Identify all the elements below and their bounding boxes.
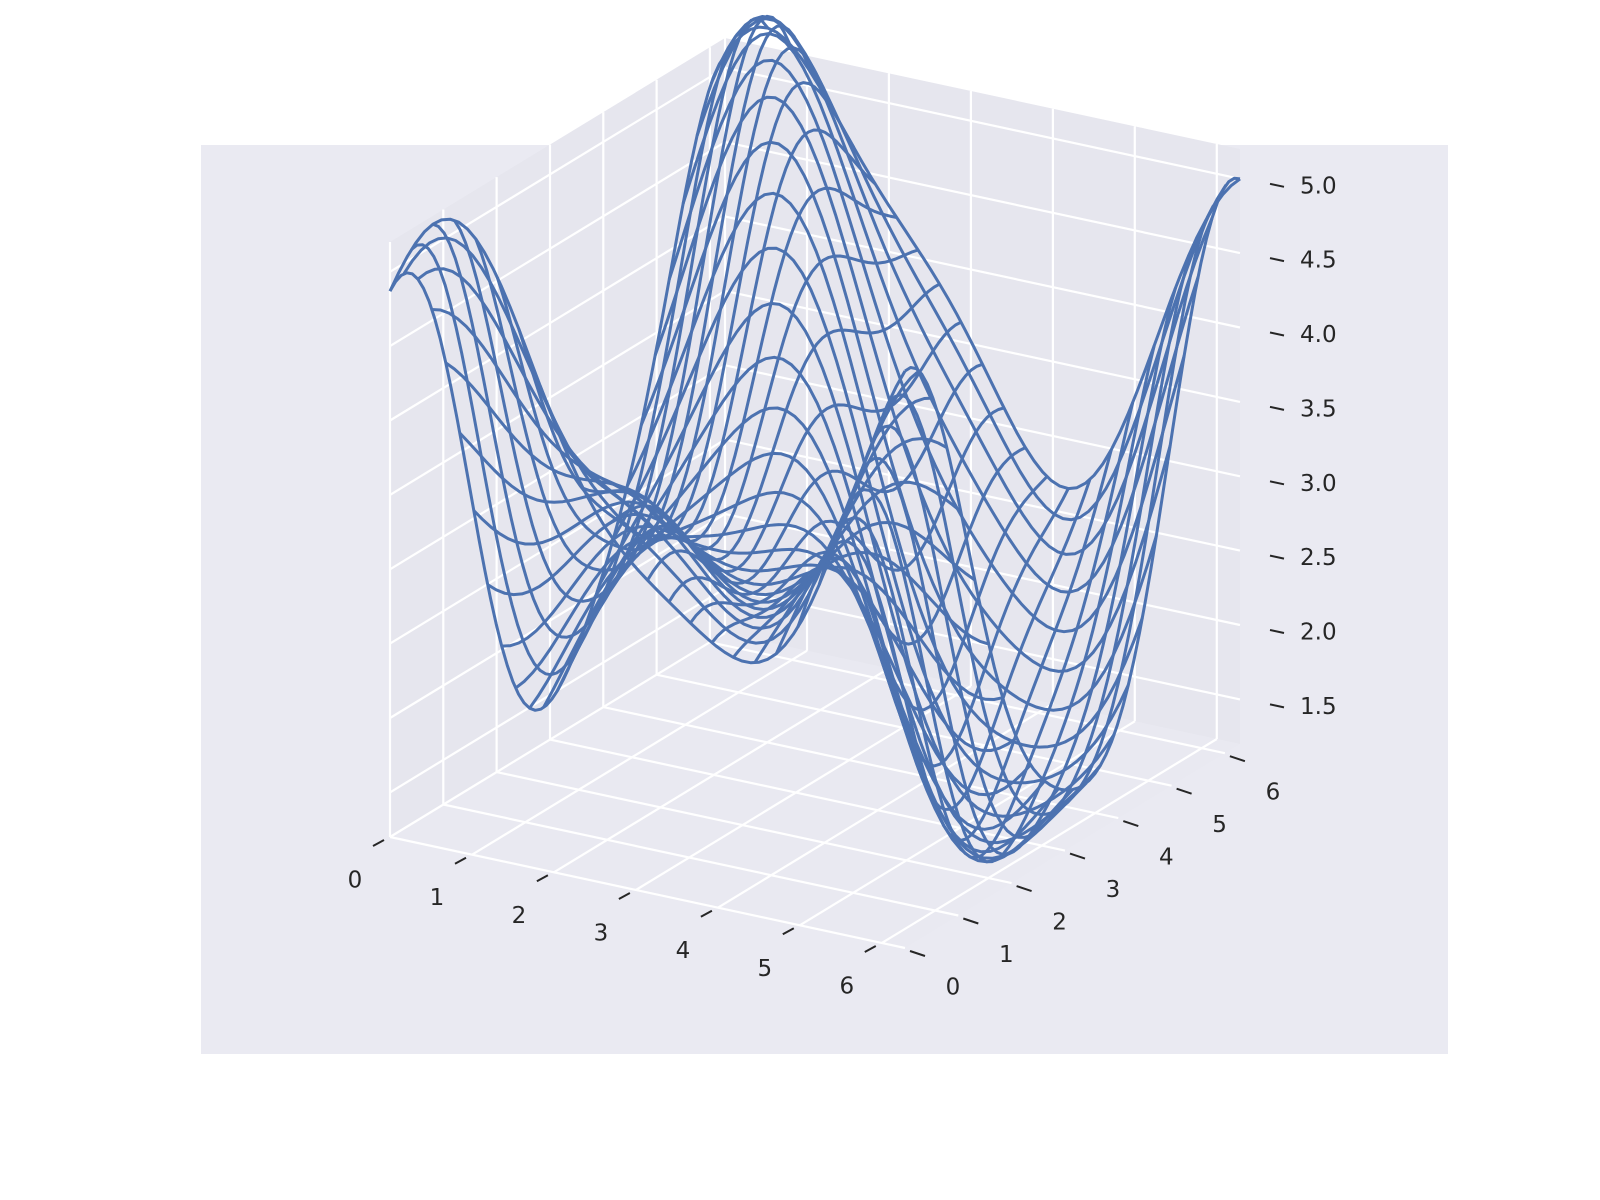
wire-line-y [486, 512, 1004, 701]
y-tick-label: 0 [946, 975, 961, 1001]
x-tick-label: 3 [594, 921, 609, 947]
z-tick [1269, 554, 1285, 560]
wire-line-y [501, 524, 1018, 752]
wire-line-y [556, 451, 1074, 864]
y-tick [1016, 885, 1032, 893]
wire-line-y [723, 25, 1241, 491]
wire-line-y [458, 431, 976, 604]
y-tick-label: 5 [1212, 812, 1227, 838]
z-tick-label: 3.0 [1300, 471, 1337, 497]
gridline-x [389, 632, 726, 838]
gridline-z [389, 438, 726, 645]
x-tick [618, 892, 631, 900]
gridline-x [553, 667, 890, 874]
wire-line-y [444, 361, 962, 611]
y-tick [1229, 755, 1246, 763]
wire-line-y [472, 500, 990, 646]
gridline-y [496, 771, 1012, 885]
gridline-x [471, 649, 808, 856]
z-tick-label: 4.5 [1300, 248, 1337, 274]
wire-line-y [528, 523, 1046, 831]
wire-line-y [625, 191, 1144, 749]
z-tick [1269, 480, 1285, 486]
x-tick-label: 6 [839, 974, 854, 1000]
z-tick [1269, 703, 1285, 709]
z-tick-label: 5.0 [1300, 173, 1337, 199]
wire-line-y [417, 267, 933, 630]
x-tick [782, 927, 795, 936]
wire-line-y [388, 217, 907, 665]
x-tick [372, 839, 385, 847]
gridline-y [549, 738, 1066, 852]
z-tick-label: 3.5 [1300, 396, 1337, 422]
gridline-y [389, 835, 906, 950]
x-tick-label: 2 [512, 903, 527, 929]
x-tick [864, 945, 877, 953]
x-tick-label: 0 [348, 868, 363, 894]
y-tick [1122, 820, 1139, 828]
z-tick [1269, 182, 1285, 188]
x-tick-label: 5 [757, 956, 772, 982]
axis-tick-labels: 0 1 2 3 4 5 6 0 1 2 3 4 5 6 1.5 2.0 2.5 3.0 3.5 4.0 4.5 5.0 [348, 173, 1337, 1000]
gridline-z [389, 289, 726, 496]
y-tick [909, 950, 926, 957]
axis-ticks [372, 182, 1285, 957]
gridline-z-back [724, 587, 1241, 701]
y-tick-label: 3 [1106, 877, 1121, 903]
gridline-z-back [724, 141, 1241, 255]
gridline-x [881, 738, 1218, 944]
x-tick [536, 874, 549, 883]
y-tick-label: 4 [1159, 845, 1174, 871]
y-tick [962, 917, 979, 925]
wire-line-y [639, 140, 1158, 712]
z-tick-label: 2.0 [1300, 620, 1337, 646]
wire-line-y [653, 95, 1172, 673]
z-tick-label: 1.5 [1300, 694, 1337, 720]
z-tick [1269, 331, 1285, 337]
x-tick-label: 1 [430, 885, 445, 911]
x-tick [454, 856, 467, 865]
x-tick [700, 909, 713, 918]
gridline-z [389, 513, 726, 719]
wire-line-y [584, 355, 1102, 845]
wire-line-y [598, 301, 1116, 818]
gridline-y [443, 803, 959, 917]
wire-line-y [667, 58, 1186, 634]
z-tick-label: 4.0 [1300, 322, 1337, 348]
gridline-x [717, 702, 1054, 909]
z-tick [1269, 405, 1285, 411]
y-tick [1176, 787, 1192, 795]
z-tick-label: 2.5 [1300, 545, 1337, 571]
gridline-x [635, 685, 972, 891]
wire-line-y [681, 32, 1200, 594]
gridline-z-back [724, 215, 1241, 329]
y-tick-label: 2 [1052, 910, 1067, 936]
z-tick [1269, 629, 1285, 634]
z-tick [1269, 257, 1285, 263]
y-tick-label: 6 [1266, 780, 1281, 806]
gridline-z [389, 215, 726, 422]
wireframe-surface [388, 14, 1241, 864]
wire-line-y [611, 246, 1130, 785]
wire-line-y [570, 406, 1088, 860]
y-tick-label: 1 [999, 942, 1014, 968]
x-tick-label: 4 [676, 938, 691, 964]
y-tick [1069, 852, 1086, 860]
wire-line-y [709, 15, 1228, 522]
gridline-y [709, 641, 1226, 755]
